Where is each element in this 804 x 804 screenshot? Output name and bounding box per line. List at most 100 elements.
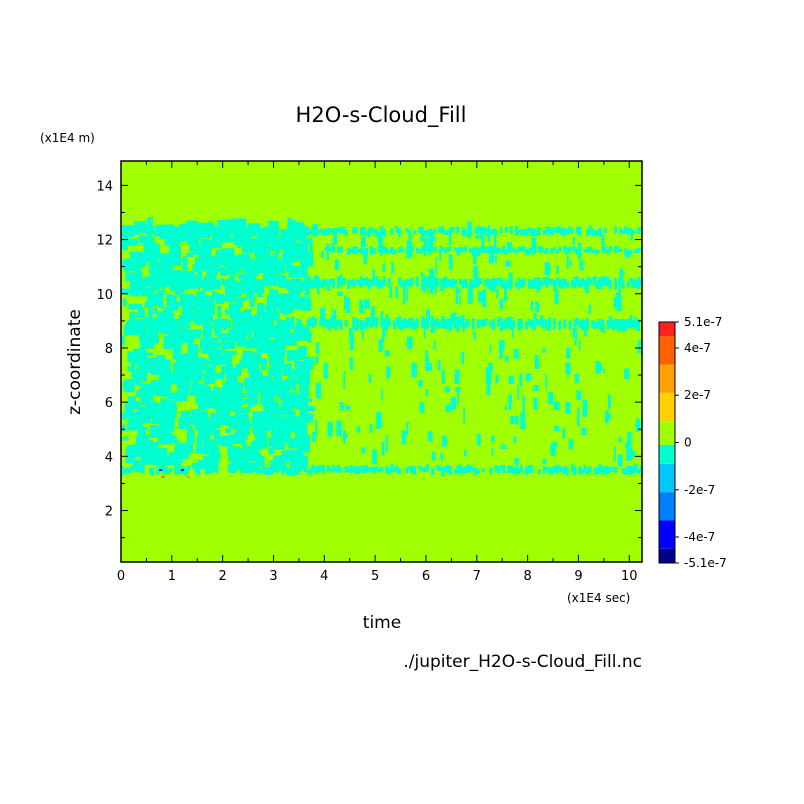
heatmap-patch [262,263,269,273]
heatmap-band-segment [314,466,318,475]
heatmap-band-segment [367,279,371,290]
heatmap-patch [261,256,273,268]
heatmap-patch [234,463,249,470]
heatmap-patch [127,396,136,403]
heatmap-patch [132,280,146,292]
heatmap-patch [406,241,413,259]
heatmap-band-segment [575,276,579,286]
heatmap-band-segment [291,467,295,475]
heatmap-patch [405,286,408,302]
heatmap-band-segment [263,466,267,475]
heatmap-band-segment [530,465,534,473]
heatmap-patch [202,284,214,292]
heatmap-patch [542,458,547,465]
heatmap-patch [472,246,477,265]
heatmap-patch [467,285,473,303]
heatmap-band-segment [596,249,600,255]
heatmap-field [121,217,642,478]
heatmap-patch [163,335,175,350]
heatmap-band-segment [242,227,247,236]
heatmap-band-segment [626,319,630,329]
heatmap-patch [198,395,209,409]
heatmap-band-segment [448,317,452,332]
heatmap-band-segment [326,465,330,472]
heatmap-band-segment [522,229,526,236]
heatmap-band-segment [240,469,244,475]
heatmap-band-segment [204,465,208,475]
heatmap-patch [188,392,197,396]
heatmap-band-segment [520,318,524,329]
heatmap-patch [462,326,465,333]
heatmap-patch [206,225,218,231]
colorbar-bin [659,444,675,464]
heatmap-band-segment [141,281,145,288]
heatmap-band-segment [530,228,534,236]
heatmap-band-segment [502,321,506,330]
heatmap-band-segment [499,248,503,254]
heatmap-band-segment [446,278,450,287]
heatmap-band-segment [370,467,374,473]
heatmap-band-segment [611,466,615,472]
heatmap-band-segment [441,226,445,235]
heatmap-band-segment [608,316,613,329]
heatmap-patch [212,358,216,369]
heatmap-band-segment [227,320,231,328]
heatmap-band-segment [225,280,229,289]
heatmap-patch [249,293,255,308]
heatmap-patch [242,413,250,419]
heatmap-patch [121,436,129,441]
heatmap-patch [260,358,267,371]
heatmap-band-segment [504,318,508,329]
heatmap-patch [200,422,204,438]
heatmap-patch [456,288,461,294]
heatmap-patch [618,437,622,443]
heatmap-band-segment [291,316,295,329]
heatmap-patch [252,420,258,435]
heatmap-patch [418,379,423,387]
heatmap-patch [181,295,195,308]
heatmap-band-segment [268,276,272,287]
heatmap-patch [207,310,215,315]
heatmap-band-segment [253,226,257,234]
heatmap-patch [624,250,631,258]
heatmap-patch [566,256,569,269]
heatmap-band-segment [179,469,183,475]
heatmap-patch [336,420,342,437]
heatmap-band-segment [352,279,356,287]
heatmap-band-segment [547,278,552,285]
heatmap-patch [207,240,217,249]
heatmap-band-segment [593,250,597,254]
heatmap-band-segment [184,467,188,477]
heatmap-band-segment [364,317,369,329]
heatmap-band-segment [614,226,618,234]
heatmap-band-segment [601,466,605,474]
heatmap-band-segment [555,249,559,254]
x-tick-label: 4 [320,569,328,584]
heatmap-band-segment [441,280,445,288]
heatmap-patch [339,402,344,411]
heatmap-band-segment [639,278,642,287]
x-tick-label: 6 [422,569,430,584]
heatmap-patch [307,331,312,343]
heatmap-patch [122,225,134,238]
heatmap-patch [385,434,388,453]
heatmap-patch [226,278,232,291]
heatmap-patch [248,448,258,454]
heatmap-band-segment [466,318,470,328]
heatmap-patch [138,327,147,342]
heatmap-patch [294,268,298,274]
heatmap-band-segment [514,467,518,475]
heatmap-patch [601,234,605,253]
heatmap-band-segment [197,467,201,476]
heatmap-band-segment [634,280,638,288]
heatmap-band-segment [606,320,610,330]
heatmap-band-segment [420,467,424,472]
heatmap-band-segment [370,280,374,287]
heatmap-band-segment [278,228,282,233]
heatmap-band-segment [390,228,394,235]
heatmap-band-segment [581,278,585,287]
heatmap-patch [431,451,436,461]
heatmap-band-segment [212,231,216,236]
heatmap-patch [389,285,393,299]
heatmap-band-segment [181,279,186,290]
